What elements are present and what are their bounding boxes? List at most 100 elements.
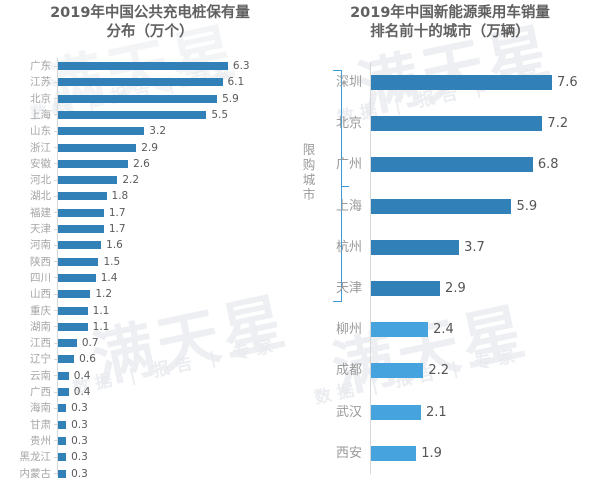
bar	[58, 62, 228, 70]
bar-category-label: 湖南	[30, 320, 51, 333]
bar	[58, 208, 104, 217]
bar-category-label: 重庆	[30, 304, 51, 317]
bar-category-label: 浙江	[30, 141, 51, 154]
bar	[58, 241, 102, 250]
bar-value-label: 1.9	[421, 445, 442, 461]
bar	[371, 281, 441, 296]
bar	[371, 445, 417, 461]
left-chart-title-line2: 分布（万个）	[106, 24, 194, 40]
bar-value-label: 7.6	[556, 75, 578, 90]
bar-category-label: 深圳	[335, 75, 362, 90]
axis-tick	[54, 391, 57, 393]
bar-category-label: 湖北	[30, 190, 51, 203]
bar-value-label: 1.1	[92, 320, 110, 333]
bar-value-label: 2.9	[445, 281, 466, 296]
right-chart-title: 2019年中国新能源乘用车销量 排名前十的城市（万辆）	[300, 4, 600, 42]
bar-row: 内蒙古 0.3	[20, 466, 300, 478]
axis-tick	[54, 424, 57, 426]
bracket-top-arm	[333, 70, 342, 72]
bar-row: 贵州 0.3	[30, 433, 300, 449]
bar-row: 广州 6.8	[336, 144, 600, 185]
bar	[371, 322, 429, 338]
bar-row: 山东 3.2	[30, 123, 300, 139]
bar-row: 云南 0.4	[30, 368, 300, 384]
bar-row: 黑龙江 0.3	[20, 449, 300, 465]
bar-category-label: 安徽	[30, 157, 51, 170]
bar-row: 武汉 2.1	[336, 392, 600, 433]
bar-category-label: 上海	[335, 198, 362, 214]
bar-category-label: 成都	[335, 363, 362, 379]
bar	[58, 290, 91, 299]
bar-row: 上海 5.9	[336, 186, 600, 227]
bar-row: 河南 1.6	[30, 237, 300, 253]
axis-tick	[54, 440, 57, 442]
axis-tick	[54, 261, 57, 263]
left-chart-axis	[57, 58, 58, 476]
bar	[58, 176, 118, 185]
bar	[371, 157, 533, 173]
bar-category-label: 四川	[30, 271, 51, 284]
axis-tick	[54, 326, 57, 328]
bar	[58, 371, 69, 380]
bar-value-label: 0.4	[73, 369, 91, 382]
bar-value-label: 2.4	[433, 322, 454, 338]
bar	[58, 110, 207, 119]
bar-category-label: 上海	[30, 108, 51, 121]
bar	[58, 388, 69, 396]
axis-tick	[54, 179, 57, 181]
bar-row: 重庆 1.1	[30, 303, 300, 319]
bar-value-label: 3.7	[464, 239, 485, 255]
bar-row: 深圳 7.6	[336, 62, 600, 103]
bar-value-label: 1.4	[100, 271, 118, 284]
bar	[58, 127, 145, 136]
bar-category-label: 北京	[30, 92, 51, 105]
bar	[371, 116, 543, 132]
right-chart-panel: 2019年中国新能源乘用车销量 排名前十的城市（万辆） 限购城市 深圳 7.6 北京…	[300, 0, 600, 478]
bar-category-label: 黑龙江	[19, 451, 52, 464]
bar-value-label: 7.2	[547, 116, 569, 132]
bar	[371, 363, 424, 379]
bar-row: 杭州 3.7	[336, 227, 600, 268]
bar-category-label: 柳州	[335, 322, 362, 338]
bar	[58, 355, 75, 364]
bar-value-label: 6.8	[537, 157, 559, 173]
bar-value-label: 1.5	[103, 255, 121, 268]
bar-category-label: 河北	[30, 174, 51, 187]
bar-row: 江西 0.7	[30, 335, 300, 351]
bar-row: 天津 1.7	[30, 221, 300, 237]
right-chart-title-line2: 排名前十的城市（万辆）	[370, 24, 530, 40]
bar-row: 广西 0.4	[30, 384, 300, 400]
right-chart-plot-area: 深圳 7.6 北京 7.2 广州 6.8 上海 5.9 杭州 3.7 天津 2.9 柳州 2.4 成都 2.2…	[336, 62, 600, 474]
bar-category-label: 西安	[335, 445, 362, 461]
bar	[58, 143, 137, 152]
bar-value-label: 2.1	[426, 404, 447, 420]
axis-tick	[54, 98, 57, 100]
bar-category-label: 辽宁	[30, 353, 51, 366]
axis-tick	[54, 244, 57, 246]
axis-tick	[54, 114, 57, 116]
bar-value-label: 6.1	[227, 76, 245, 89]
axis-tick	[54, 65, 57, 67]
bar	[58, 322, 88, 331]
bar	[58, 78, 223, 87]
axis-tick	[54, 407, 57, 409]
bar-category-label: 河南	[30, 239, 51, 252]
bar-value-label: 5.9	[516, 198, 538, 214]
bar-category-label: 内蒙古	[19, 467, 52, 478]
axis-tick	[54, 310, 57, 312]
axis-tick	[54, 473, 57, 475]
axis-tick	[54, 195, 57, 197]
bar-value-label: 0.3	[71, 434, 88, 447]
bar-category-label: 海南	[30, 402, 51, 415]
bar-category-label: 江苏	[30, 76, 51, 89]
bar-value-label: 2.6	[133, 157, 150, 170]
bar-category-label: 北京	[335, 116, 362, 132]
left-chart-title-line1: 2019年中国公共充电桩保有量	[50, 5, 250, 21]
bar-row: 西安 1.9	[336, 433, 600, 474]
bar	[58, 94, 218, 103]
axis-tick	[54, 358, 57, 360]
bar-category-label: 天津	[335, 281, 362, 296]
bar-row: 陕西 1.5	[30, 254, 300, 270]
bar	[58, 453, 67, 462]
